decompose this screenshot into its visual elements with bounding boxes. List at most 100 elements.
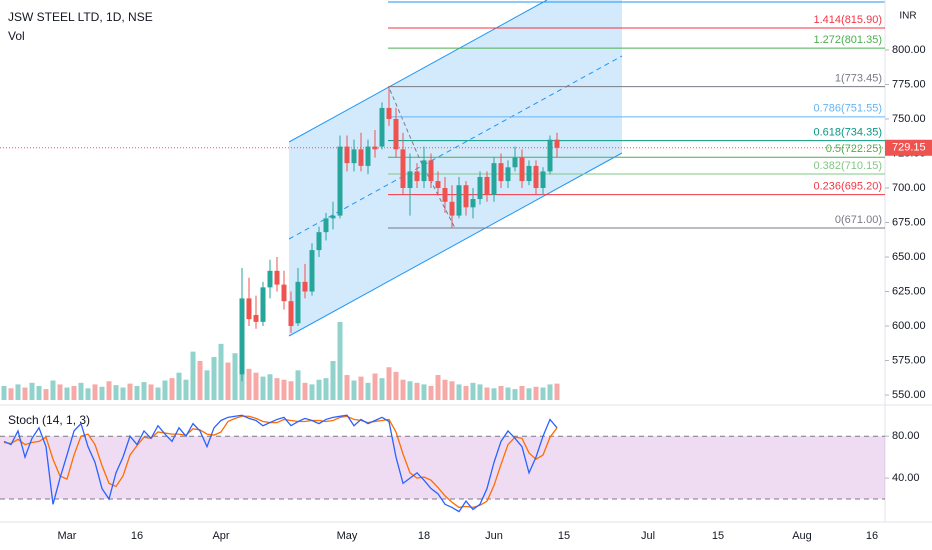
volume-bar (302, 382, 308, 400)
volume-bars (1, 322, 560, 400)
volume-bar (498, 385, 504, 400)
volume-bar (379, 378, 385, 400)
volume-bar (477, 384, 483, 400)
x-tick-label: Aug (792, 530, 812, 542)
volume-bar (323, 378, 329, 400)
last-price-label: 729.15 (892, 142, 926, 154)
y-tick-label: 650.00 (892, 251, 926, 263)
volume-bar (540, 387, 546, 400)
x-tick-label: 15 (558, 530, 570, 542)
volume-bar (449, 381, 455, 400)
volume-bar (232, 353, 238, 400)
volume-bar (491, 388, 497, 400)
candle-body (421, 160, 427, 182)
volume-bar (29, 382, 35, 400)
volume-bar (505, 387, 511, 400)
candle-body (407, 171, 413, 188)
candle-body (309, 250, 315, 292)
volume-bar (365, 382, 371, 400)
volume-bar (204, 370, 210, 400)
volume-label: Vol (8, 29, 25, 43)
y-tick-label: 700.00 (892, 182, 926, 194)
candle-body (519, 157, 525, 182)
volume-bar (141, 382, 147, 400)
stoch-k-line (3, 414, 558, 513)
volume-bar (421, 384, 427, 400)
candle-body (449, 201, 455, 216)
fib-level-label: 0.618(734.35) (814, 126, 883, 138)
volume-bar (183, 379, 189, 400)
channel-upper (288, 0, 548, 143)
volume-bar (281, 379, 287, 400)
candle-body (533, 165, 539, 188)
candle-body (393, 118, 399, 150)
y-tick-label: 625.00 (892, 285, 926, 297)
x-tick-label: 16 (866, 530, 878, 542)
volume-bar (351, 380, 357, 400)
volume-bar (162, 380, 168, 400)
x-tick-label: Mar (58, 530, 77, 542)
y-tick-label: 800.00 (892, 44, 926, 56)
volume-bar (316, 379, 322, 400)
volume-bar (22, 387, 28, 400)
volume-bar (218, 343, 224, 400)
candle-body (512, 157, 518, 168)
volume-bar (15, 384, 21, 400)
stoch-d-line (3, 415, 558, 509)
y-tick-label: 550.00 (892, 389, 926, 401)
volume-bar (547, 384, 553, 400)
candle-body (386, 107, 392, 119)
volume-bar (78, 382, 84, 400)
volume-bar (50, 380, 56, 400)
volume-bar (43, 389, 49, 400)
candle-body (358, 149, 364, 166)
drawings (288, 0, 885, 337)
candle-body (456, 185, 462, 216)
volume-bar (190, 351, 196, 400)
candle-body (316, 232, 322, 251)
volume-bar (253, 372, 259, 400)
fib-level-label: 0.786(751.55) (814, 103, 883, 115)
last-price-box (885, 139, 932, 156)
volume-bar (106, 381, 112, 400)
y-tick-label: 750.00 (892, 113, 926, 125)
stoch-tick-label: 80.00 (892, 430, 920, 442)
volume-bar (148, 384, 154, 400)
candle-body (484, 176, 490, 195)
candle-body (540, 171, 546, 188)
volume-bar (533, 386, 539, 400)
volume-bar (134, 385, 140, 400)
candle-body (414, 171, 420, 182)
candle-body (435, 181, 441, 188)
volume-bar (400, 379, 406, 400)
candle-body (323, 218, 329, 233)
candle-body (547, 139, 553, 172)
volume-bar (64, 387, 70, 400)
candle-body (372, 146, 378, 150)
volume-bar (71, 385, 77, 400)
fib-level-label: 1.414(815.90) (814, 14, 883, 26)
candle-body (260, 287, 266, 322)
candle-body (351, 149, 357, 164)
x-tick-label: 18 (418, 530, 430, 542)
volume-bar (295, 370, 301, 400)
candle-body (442, 187, 448, 202)
currency-label: INR (899, 11, 916, 22)
x-tick-label: Jun (485, 530, 503, 542)
fib-level-label: 0.236(695.20) (814, 181, 883, 193)
candle-body (505, 167, 511, 182)
y-tick-label: 575.00 (892, 354, 926, 366)
volume-bar (337, 322, 343, 400)
candle-body (470, 199, 476, 208)
stoch-label: Stoch (14, 1, 3) (8, 413, 90, 427)
candle-body (554, 139, 560, 148)
candle-body (400, 149, 406, 188)
candle-body (295, 281, 301, 324)
volume-bar (372, 373, 378, 400)
candles (239, 86, 560, 382)
volume-bar (225, 362, 231, 400)
volume-bar (344, 375, 350, 400)
y-tick-label: 675.00 (892, 216, 926, 228)
candle-body (253, 314, 259, 322)
